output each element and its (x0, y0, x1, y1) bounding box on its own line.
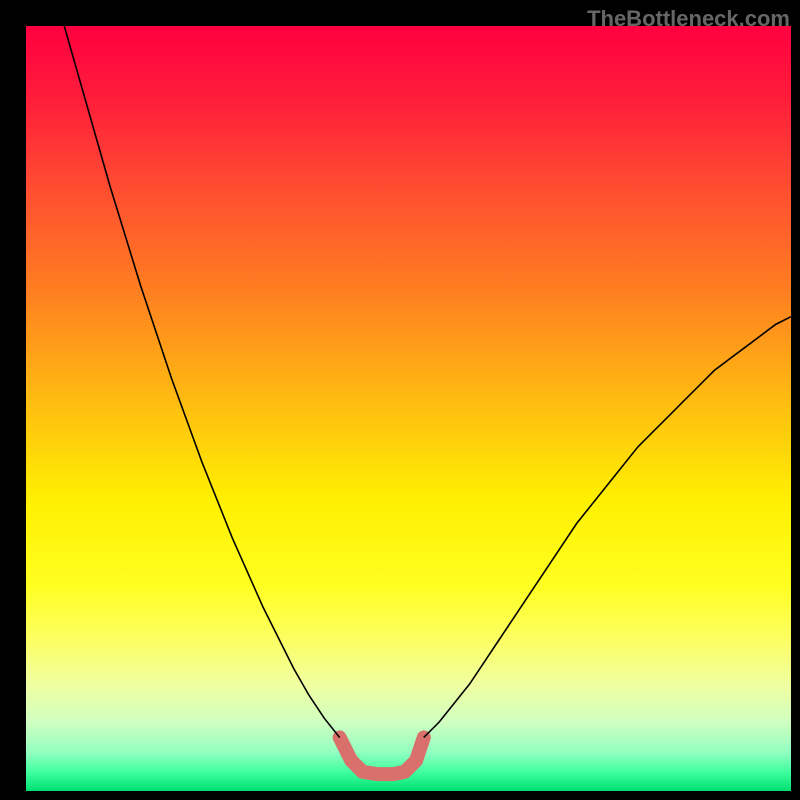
bottleneck-chart (0, 0, 800, 800)
watermark-text: TheBottleneck.com (587, 6, 790, 32)
